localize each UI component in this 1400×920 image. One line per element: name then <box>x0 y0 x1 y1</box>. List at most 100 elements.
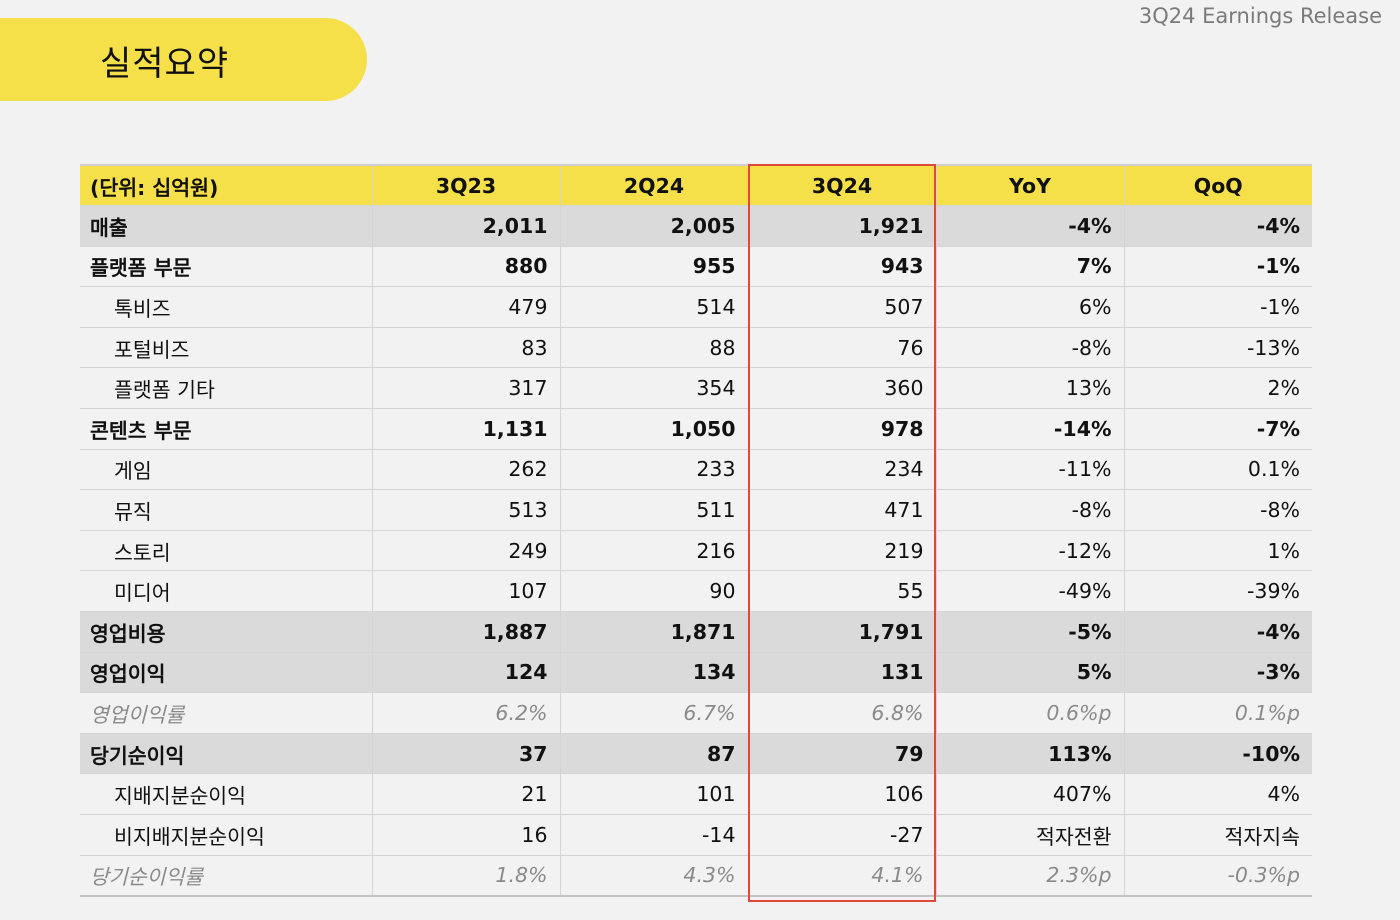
value-yoy: -8% <box>936 489 1125 531</box>
col-header-3q23: 3Q23 <box>372 165 561 207</box>
value-qoq: -10% <box>1124 733 1312 775</box>
row-label: 매출 <box>80 205 373 247</box>
row-label: 미디어 <box>80 570 373 613</box>
value-3q24: 943 <box>748 246 937 288</box>
value-yoy: -8% <box>936 327 1125 369</box>
table-row: 포털비즈 83 88 76 -8% -13% <box>80 327 1312 369</box>
value-qoq: -1% <box>1124 286 1312 328</box>
value-qoq: -39% <box>1124 570 1312 613</box>
value-3q23: 317 <box>372 367 561 410</box>
value-yoy: -49% <box>936 570 1125 613</box>
value-3q23: 880 <box>372 246 561 288</box>
col-header-qoq: QoQ <box>1124 165 1312 207</box>
value-3q23: 1.8% <box>372 855 561 897</box>
value-qoq: -8% <box>1124 489 1312 531</box>
value-3q23: 37 <box>372 733 561 775</box>
row-label: 당기순이익률 <box>80 855 373 897</box>
row-label: 톡비즈 <box>80 286 373 328</box>
row-label: 비지배지분순이익 <box>80 814 373 856</box>
value-3q23: 124 <box>372 652 561 694</box>
value-2q24: 1,050 <box>560 408 749 450</box>
value-3q24: 55 <box>748 570 937 613</box>
row-label: 콘텐츠 부문 <box>80 408 373 450</box>
value-qoq: 적자지속 <box>1124 814 1312 856</box>
value-3q23: 479 <box>372 286 561 328</box>
value-2q24: 216 <box>560 530 749 572</box>
table-row: 당기순이익 37 87 79 113% -10% <box>80 733 1312 775</box>
value-yoy: -4% <box>936 205 1125 247</box>
value-qoq: 0.1%p <box>1124 692 1312 734</box>
row-label: 스토리 <box>80 530 373 572</box>
row-label: 플랫폼 기타 <box>80 367 373 410</box>
value-3q24: 131 <box>748 652 937 694</box>
table-row: 뮤직 513 511 471 -8% -8% <box>80 489 1312 531</box>
table-row: 미디어 107 90 55 -49% -39% <box>80 570 1312 613</box>
value-3q23: 21 <box>372 773 561 815</box>
row-label: 영업이익 <box>80 652 373 694</box>
value-qoq: 0.1% <box>1124 449 1312 491</box>
col-header-3q24: 3Q24 <box>748 165 937 207</box>
value-3q23: 1,131 <box>372 408 561 450</box>
row-label: 당기순이익 <box>80 733 373 775</box>
table-row: 플랫폼 부문 880 955 943 7% -1% <box>80 246 1312 288</box>
value-3q24: 234 <box>748 449 937 491</box>
table-row: 콘텐츠 부문 1,131 1,050 978 -14% -7% <box>80 408 1312 450</box>
row-label: 뮤직 <box>80 489 373 531</box>
table-row: 스토리 249 216 219 -12% 1% <box>80 530 1312 572</box>
unit-header: (단위: 십억원) <box>80 165 373 207</box>
value-qoq: -7% <box>1124 408 1312 450</box>
value-3q24: 507 <box>748 286 937 328</box>
row-label: 게임 <box>80 449 373 491</box>
table-row: 지배지분순이익 21 101 106 407% 4% <box>80 773 1312 815</box>
value-2q24: 88 <box>560 327 749 369</box>
value-yoy: -5% <box>936 611 1125 653</box>
release-label: 3Q24 Earnings Release <box>1138 4 1382 28</box>
value-qoq: -4% <box>1124 611 1312 653</box>
value-2q24: 1,871 <box>560 611 749 653</box>
table-row: 당기순이익률 1.8% 4.3% 4.1% 2.3%p -0.3%p <box>80 855 1312 897</box>
value-yoy: -11% <box>936 449 1125 491</box>
table-row: 영업비용 1,887 1,871 1,791 -5% -4% <box>80 611 1312 653</box>
value-3q24: 6.8% <box>748 692 937 734</box>
value-yoy: 7% <box>936 246 1125 288</box>
value-yoy: 0.6%p <box>936 692 1125 734</box>
table-row: 톡비즈 479 514 507 6% -1% <box>80 286 1312 328</box>
value-3q23: 16 <box>372 814 561 856</box>
value-3q24: 4.1% <box>748 855 937 897</box>
value-yoy: 5% <box>936 652 1125 694</box>
table-row: 영업이익 124 134 131 5% -3% <box>80 652 1312 694</box>
value-qoq: -1% <box>1124 246 1312 288</box>
value-qoq: -13% <box>1124 327 1312 369</box>
value-yoy: 2.3%p <box>936 855 1125 897</box>
value-yoy: 적자전환 <box>936 814 1125 856</box>
table-row: 게임 262 233 234 -11% 0.1% <box>80 449 1312 491</box>
value-3q24: 79 <box>748 733 937 775</box>
table-row: 비지배지분순이익 16 -14 -27 적자전환 적자지속 <box>80 814 1312 856</box>
value-3q24: 219 <box>748 530 937 572</box>
earnings-summary-table: (단위: 십억원) 3Q23 2Q24 3Q24 YoY QoQ 매출 2,011… <box>80 164 1312 897</box>
value-2q24: 6.7% <box>560 692 749 734</box>
value-3q24: 106 <box>748 773 937 815</box>
table-header-row: (단위: 십억원) 3Q23 2Q24 3Q24 YoY QoQ <box>80 165 1312 207</box>
row-label: 플랫폼 부문 <box>80 246 373 288</box>
value-2q24: 87 <box>560 733 749 775</box>
value-yoy: 407% <box>936 773 1125 815</box>
value-qoq: -4% <box>1124 205 1312 247</box>
value-qoq: 4% <box>1124 773 1312 815</box>
value-3q23: 2,011 <box>372 205 561 247</box>
value-qoq: 1% <box>1124 530 1312 572</box>
value-3q23: 107 <box>372 570 561 613</box>
value-3q24: 360 <box>748 367 937 410</box>
value-3q24: -27 <box>748 814 937 856</box>
value-3q23: 513 <box>372 489 561 531</box>
value-yoy: 113% <box>936 733 1125 775</box>
value-2q24: 134 <box>560 652 749 694</box>
value-2q24: 955 <box>560 246 749 288</box>
value-2q24: 514 <box>560 286 749 328</box>
table-row: 플랫폼 기타 317 354 360 13% 2% <box>80 367 1312 410</box>
value-qoq: -3% <box>1124 652 1312 694</box>
col-header-yoy: YoY <box>936 165 1125 207</box>
value-2q24: 2,005 <box>560 205 749 247</box>
value-2q24: 4.3% <box>560 855 749 897</box>
value-yoy: 13% <box>936 367 1125 410</box>
